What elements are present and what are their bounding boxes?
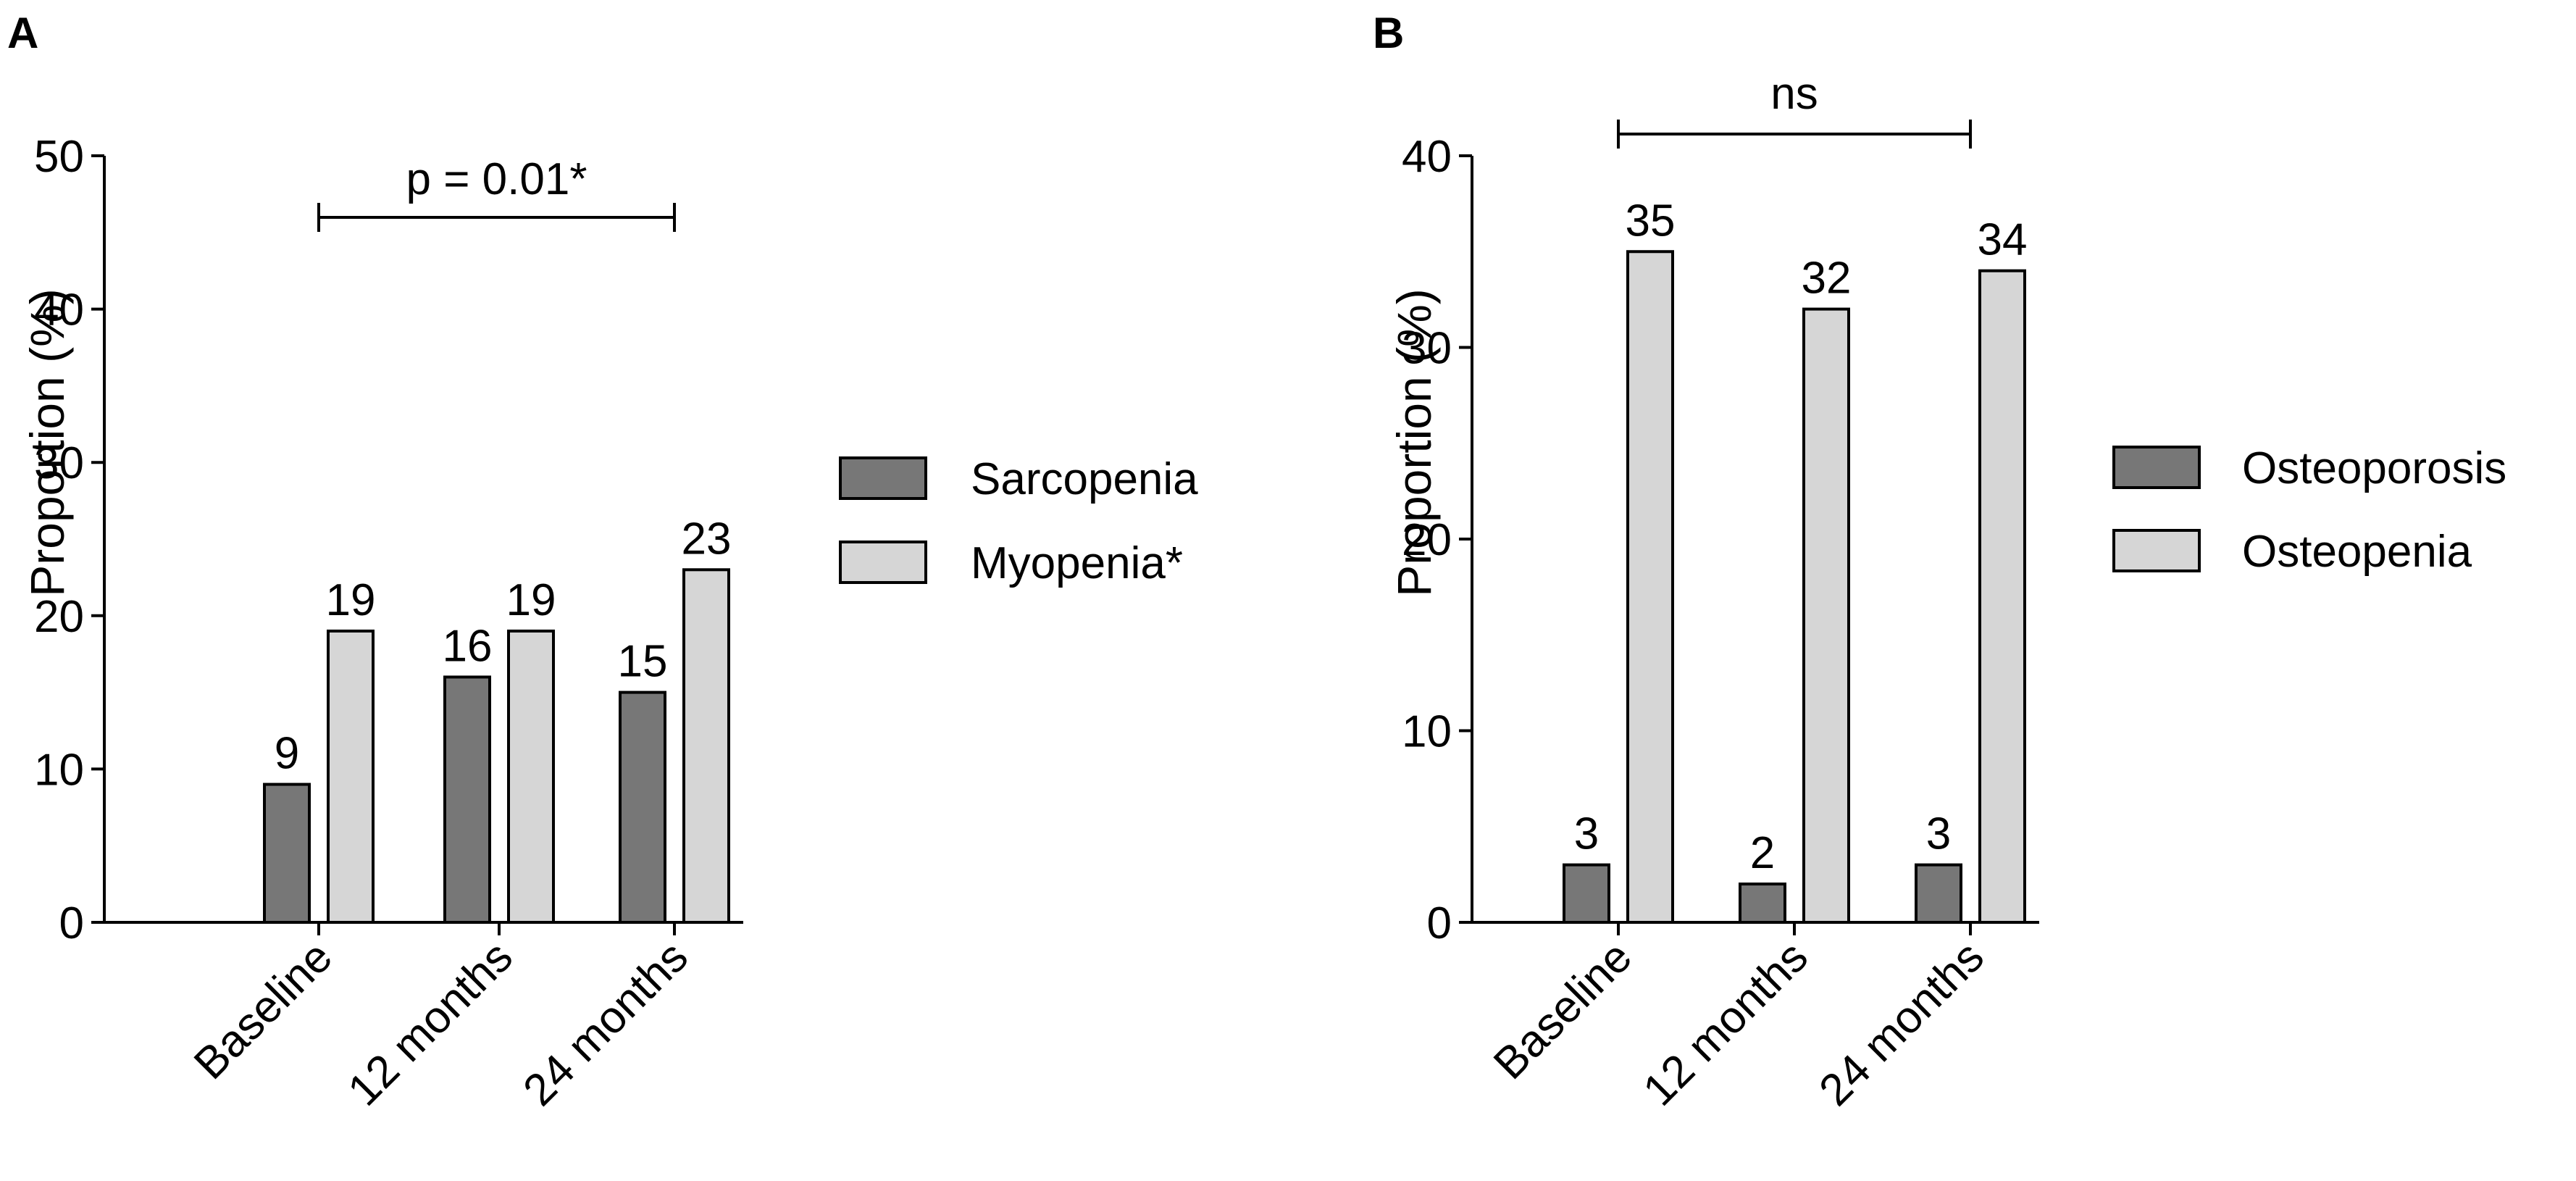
panel-a-y-tick-label: 20 [34, 592, 84, 642]
panel-a-letter: A [7, 9, 38, 57]
panel-b-significance-label: ns [1770, 69, 1818, 119]
panel-b-x-tick-label: Baseline [1484, 932, 1642, 1089]
panel-a-significance-label: p = 0.01* [406, 154, 587, 204]
panel-b-letter: B [1373, 9, 1404, 57]
panel-a-data-label: 16 [443, 621, 493, 671]
panel-a-y-tick-label: 40 [34, 285, 84, 335]
panel-b-y-tick-label: 20 [1402, 515, 1452, 565]
panel-b-bar-light [1802, 307, 1850, 925]
panel-a-data-label: 15 [618, 637, 668, 687]
panel-b-data-label: 35 [1626, 196, 1676, 246]
panel-a-legend-label: Myopenia* [971, 538, 1183, 588]
panel-a-legend-swatch-light [839, 541, 927, 584]
panel-b-legend-label: Osteoporosis [2242, 443, 2506, 493]
panel-a-data-label: 9 [275, 729, 299, 779]
panel-b-bar-dark [1739, 882, 1786, 924]
panel-b-data-label: 2 [1750, 828, 1775, 878]
panel-b-y-tick-label: 40 [1402, 132, 1452, 182]
panel-a-x-tick-label: Baseline [185, 932, 342, 1089]
panel-b-data-label: 32 [1802, 254, 1852, 304]
panel-a-significance: p = 0.01* [317, 154, 676, 232]
panel-a-x-tick-label: 24 months [514, 932, 698, 1116]
panel-a-y-tick-label: 50 [34, 132, 84, 182]
panel-a-bar-dark [443, 675, 491, 924]
panel-b-data-label: 34 [1978, 215, 2028, 265]
panel-a-bar-light [327, 629, 375, 925]
panel-b-y-axis-label: Proportion (%) [1387, 288, 1441, 597]
panel-a-y-tick-label: 10 [34, 745, 84, 795]
panel-b-x-tick-label: 24 months [1810, 932, 1994, 1116]
panel-a-bars: 9 16 15 19 19 23 [263, 514, 732, 925]
panel-a-bar-dark [263, 783, 311, 925]
panel-a-legend-label: Sarcopenia [971, 454, 1198, 504]
panel-b-x-tick-label: 12 months [1634, 932, 1818, 1116]
panel-b-legend: Osteoporosis Osteopenia [2112, 443, 2506, 577]
panel-b-legend-label: Osteopenia [2242, 527, 2472, 577]
panel-b-bar-light [1978, 269, 2026, 924]
panel-b-y-tick-label: 0 [1427, 898, 1452, 948]
panel-a-bar-dark [619, 690, 666, 924]
panel-a-legend: Sarcopenia Myopenia* [839, 454, 1198, 588]
panel-b-significance: ns [1617, 69, 1972, 149]
panel-b-bar-light [1626, 250, 1674, 924]
panel-a-y-tick-label: 30 [34, 438, 84, 488]
panel-a-y-axis-label: Proportion (%) [20, 288, 74, 597]
panel-b-data-label: 3 [1574, 809, 1599, 859]
panel-b-y-tick-label: 30 [1402, 324, 1452, 374]
panel-b-bar-dark [1563, 863, 1610, 925]
panel-b-legend-swatch-light [2112, 529, 2201, 572]
panel-a-data-label: 19 [506, 575, 556, 625]
panel-b-y-tick-label: 10 [1402, 707, 1452, 757]
panel-a-y-tick-label: 0 [59, 898, 84, 948]
panel-a-bar-light [682, 568, 730, 924]
panel-b-legend-swatch-dark [2112, 446, 2201, 489]
panel-a-bar-light [507, 629, 555, 925]
panel-a-x-tick-label: 12 months [338, 932, 522, 1116]
panel-a-legend-swatch-dark [839, 456, 927, 500]
panel-a-data-label: 23 [682, 514, 732, 564]
panel-b-data-label: 3 [1926, 809, 1951, 859]
panel-a-data-label: 19 [326, 575, 376, 625]
panel-b-bar-dark [1915, 863, 1962, 925]
